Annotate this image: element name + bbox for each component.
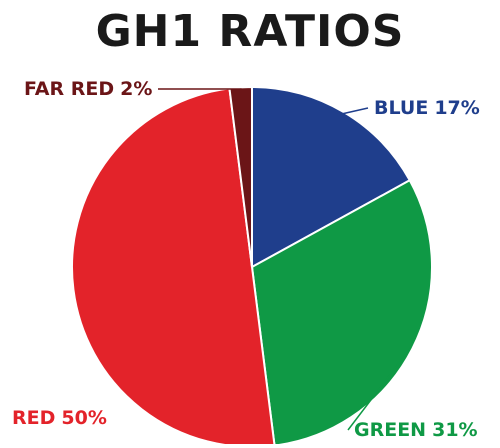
category-label: FAR RED <box>24 78 114 100</box>
value-label: 17% <box>434 97 479 119</box>
value-label: 50% <box>61 407 106 429</box>
slice-label: RED 50% <box>12 407 107 429</box>
value-label: 31% <box>432 419 477 441</box>
category-label: GREEN <box>354 419 426 441</box>
leader-line <box>343 108 368 114</box>
category-label: BLUE <box>374 97 428 119</box>
slice-label: FAR RED 2% <box>24 78 152 100</box>
slice-label: BLUE 17% <box>374 97 480 119</box>
value-label: 2% <box>120 78 152 100</box>
category-label: RED <box>12 407 55 429</box>
slice-label: GREEN 31% <box>354 419 478 441</box>
chart-title: GH1 RATIOS <box>96 6 405 57</box>
